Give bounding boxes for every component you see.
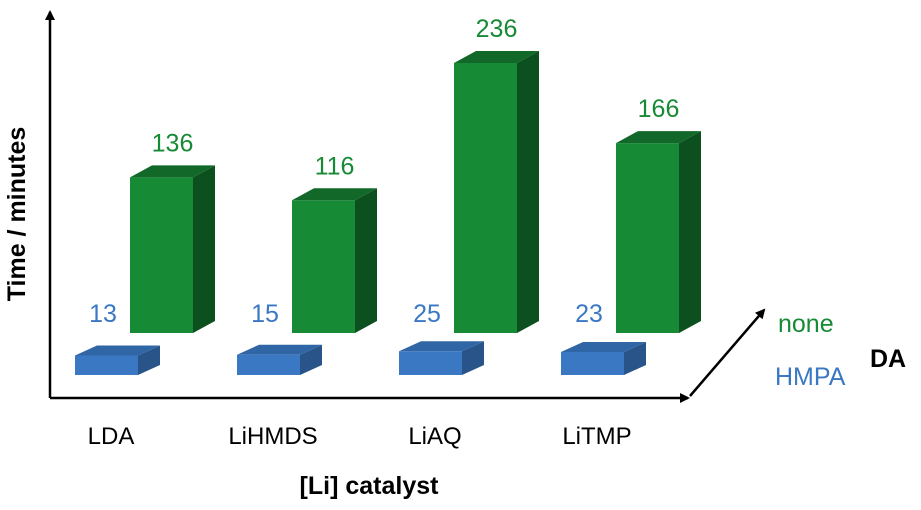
bar-none-liaq — [454, 51, 539, 333]
bar-none-lihmds — [292, 188, 377, 333]
bar-none-lda — [130, 165, 215, 333]
x-tick-lihmds: LiHMDS — [228, 423, 317, 450]
bar-front-face — [454, 63, 517, 333]
bar-top-face — [616, 131, 701, 144]
bar-side-face — [517, 51, 539, 333]
bar-side-face — [193, 165, 215, 333]
bar-front-face — [237, 354, 300, 375]
bar-top-face — [292, 188, 377, 201]
bar-side-face — [355, 188, 377, 333]
bar-top-face — [237, 344, 322, 355]
depth-axis — [689, 308, 766, 397]
bar-front-face — [616, 143, 679, 333]
bar-hmpa-liaq — [399, 341, 484, 375]
bar-hmpa-lihmds — [237, 344, 322, 375]
depth-label-none: none — [778, 310, 834, 338]
value-labels-group: 136 13 116 15 236 25 166 23 — [89, 15, 679, 328]
bar-side-face — [624, 341, 646, 375]
value-label-hmpa-lda: 13 — [89, 300, 117, 328]
bar-front-face — [561, 351, 624, 375]
x-axis-title: [Li] catalyst — [300, 472, 440, 500]
x-tick-liaq: LiAQ — [408, 423, 461, 450]
depth-axis-title: DA — [870, 345, 906, 373]
bar-front-face — [292, 200, 355, 333]
bar-front-face — [130, 177, 193, 333]
x-tick-litmp: LiTMP — [562, 423, 631, 450]
depth-label-hmpa: HMPA — [775, 363, 846, 391]
bar-hmpa-litmp — [561, 341, 646, 375]
value-label-none-lihmds: 116 — [315, 152, 355, 180]
bar-top-face — [130, 165, 215, 178]
bar-top-face — [561, 341, 646, 352]
bar-side-face — [462, 341, 484, 375]
bar-front-face — [399, 351, 462, 375]
bar-side-face — [300, 344, 322, 375]
bar-side-face — [138, 345, 160, 375]
value-label-hmpa-liaq: 25 — [413, 300, 441, 328]
x-tick-lda: LDA — [88, 423, 135, 450]
value-label-none-lda: 136 — [152, 129, 194, 157]
value-label-none-liaq: 236 — [476, 15, 518, 43]
value-label-hmpa-lihmds: 15 — [251, 300, 279, 328]
x-tick-labels: LDA LiHMDS LiAQ LiTMP — [88, 423, 632, 450]
bar-front-face — [75, 355, 138, 375]
value-label-hmpa-litmp: 23 — [575, 300, 603, 328]
y-axis-title: Time / minutes — [3, 127, 31, 302]
bar-top-face — [75, 345, 160, 356]
bar-top-face — [399, 341, 484, 352]
bar-side-face — [679, 131, 701, 333]
bars-group — [75, 51, 701, 375]
bar-none-litmp — [616, 131, 701, 333]
value-label-none-litmp: 166 — [638, 95, 680, 123]
bar-top-face — [454, 51, 539, 63]
bar-hmpa-lda — [75, 345, 160, 375]
